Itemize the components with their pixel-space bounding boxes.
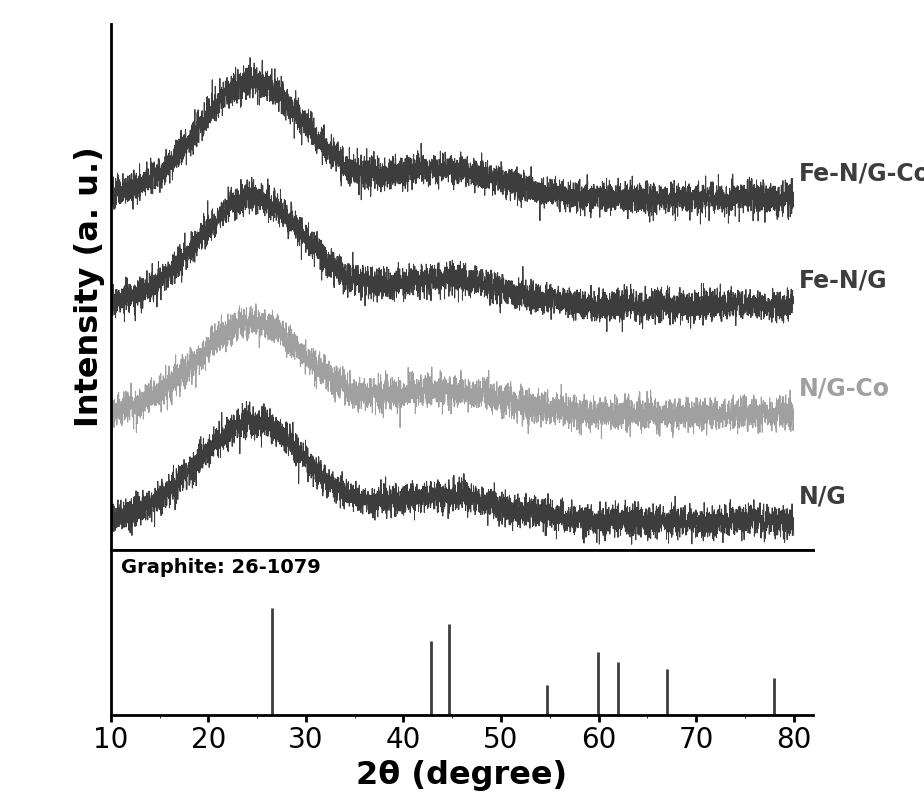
Text: N/G-Co: N/G-Co <box>798 376 890 400</box>
Y-axis label: Intensity (a. u.): Intensity (a. u.) <box>74 147 105 427</box>
Text: N/G: N/G <box>798 484 846 508</box>
X-axis label: 2θ (degree): 2θ (degree) <box>357 760 567 791</box>
Text: Graphite: 26-1079: Graphite: 26-1079 <box>121 558 321 577</box>
Text: Fe-N/G-Co: Fe-N/G-Co <box>798 161 924 185</box>
Text: Fe-N/G: Fe-N/G <box>798 268 887 293</box>
